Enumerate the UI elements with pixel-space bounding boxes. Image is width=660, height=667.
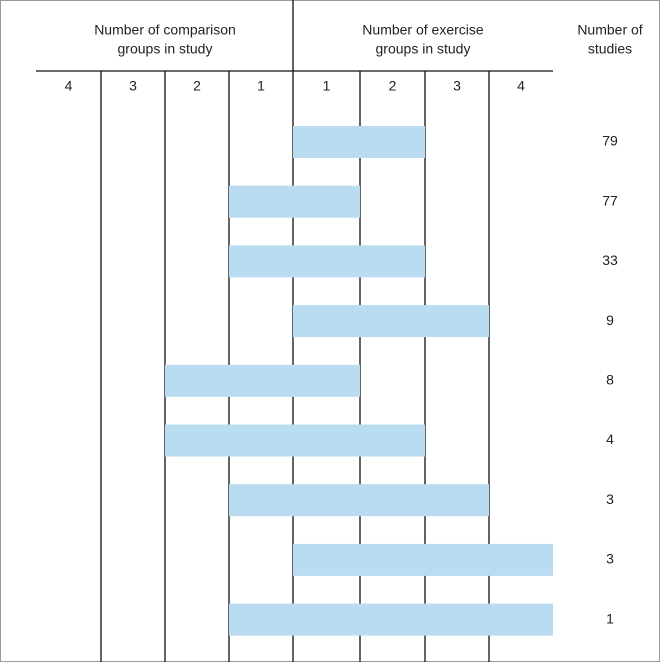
- column-label: 3: [129, 78, 137, 94]
- exercise-title: groups in study: [376, 41, 471, 57]
- column-label: 4: [517, 78, 525, 94]
- comparison-title: Number of comparison: [94, 22, 236, 38]
- column-label: 2: [193, 78, 201, 94]
- studies-count: 8: [606, 372, 614, 388]
- bar: [165, 424, 425, 457]
- comparison-title: groups in study: [118, 41, 213, 57]
- bar: [229, 185, 360, 218]
- exercise-title: Number of exercise: [362, 22, 484, 38]
- studies-count: 33: [602, 252, 618, 268]
- studies-title: Number of: [577, 22, 642, 38]
- studies-count: 79: [602, 133, 618, 149]
- bar: [293, 305, 489, 338]
- bar: [229, 245, 425, 278]
- column-label: 3: [453, 78, 461, 94]
- column-label: 2: [389, 78, 397, 94]
- bar: [229, 603, 553, 636]
- column-label: 4: [65, 78, 73, 94]
- studies-title: studies: [588, 41, 632, 57]
- bar: [165, 364, 360, 397]
- bar: [293, 543, 553, 576]
- studies-count: 3: [606, 551, 614, 567]
- bar: [229, 484, 489, 517]
- studies-count: 9: [606, 312, 614, 328]
- column-label: 1: [257, 78, 265, 94]
- column-label: 1: [323, 78, 331, 94]
- studies-count: 1: [606, 610, 614, 626]
- studies-count: 4: [606, 431, 614, 447]
- studies-count: 3: [606, 491, 614, 507]
- bar: [293, 126, 425, 158]
- studies-count: 77: [602, 192, 618, 208]
